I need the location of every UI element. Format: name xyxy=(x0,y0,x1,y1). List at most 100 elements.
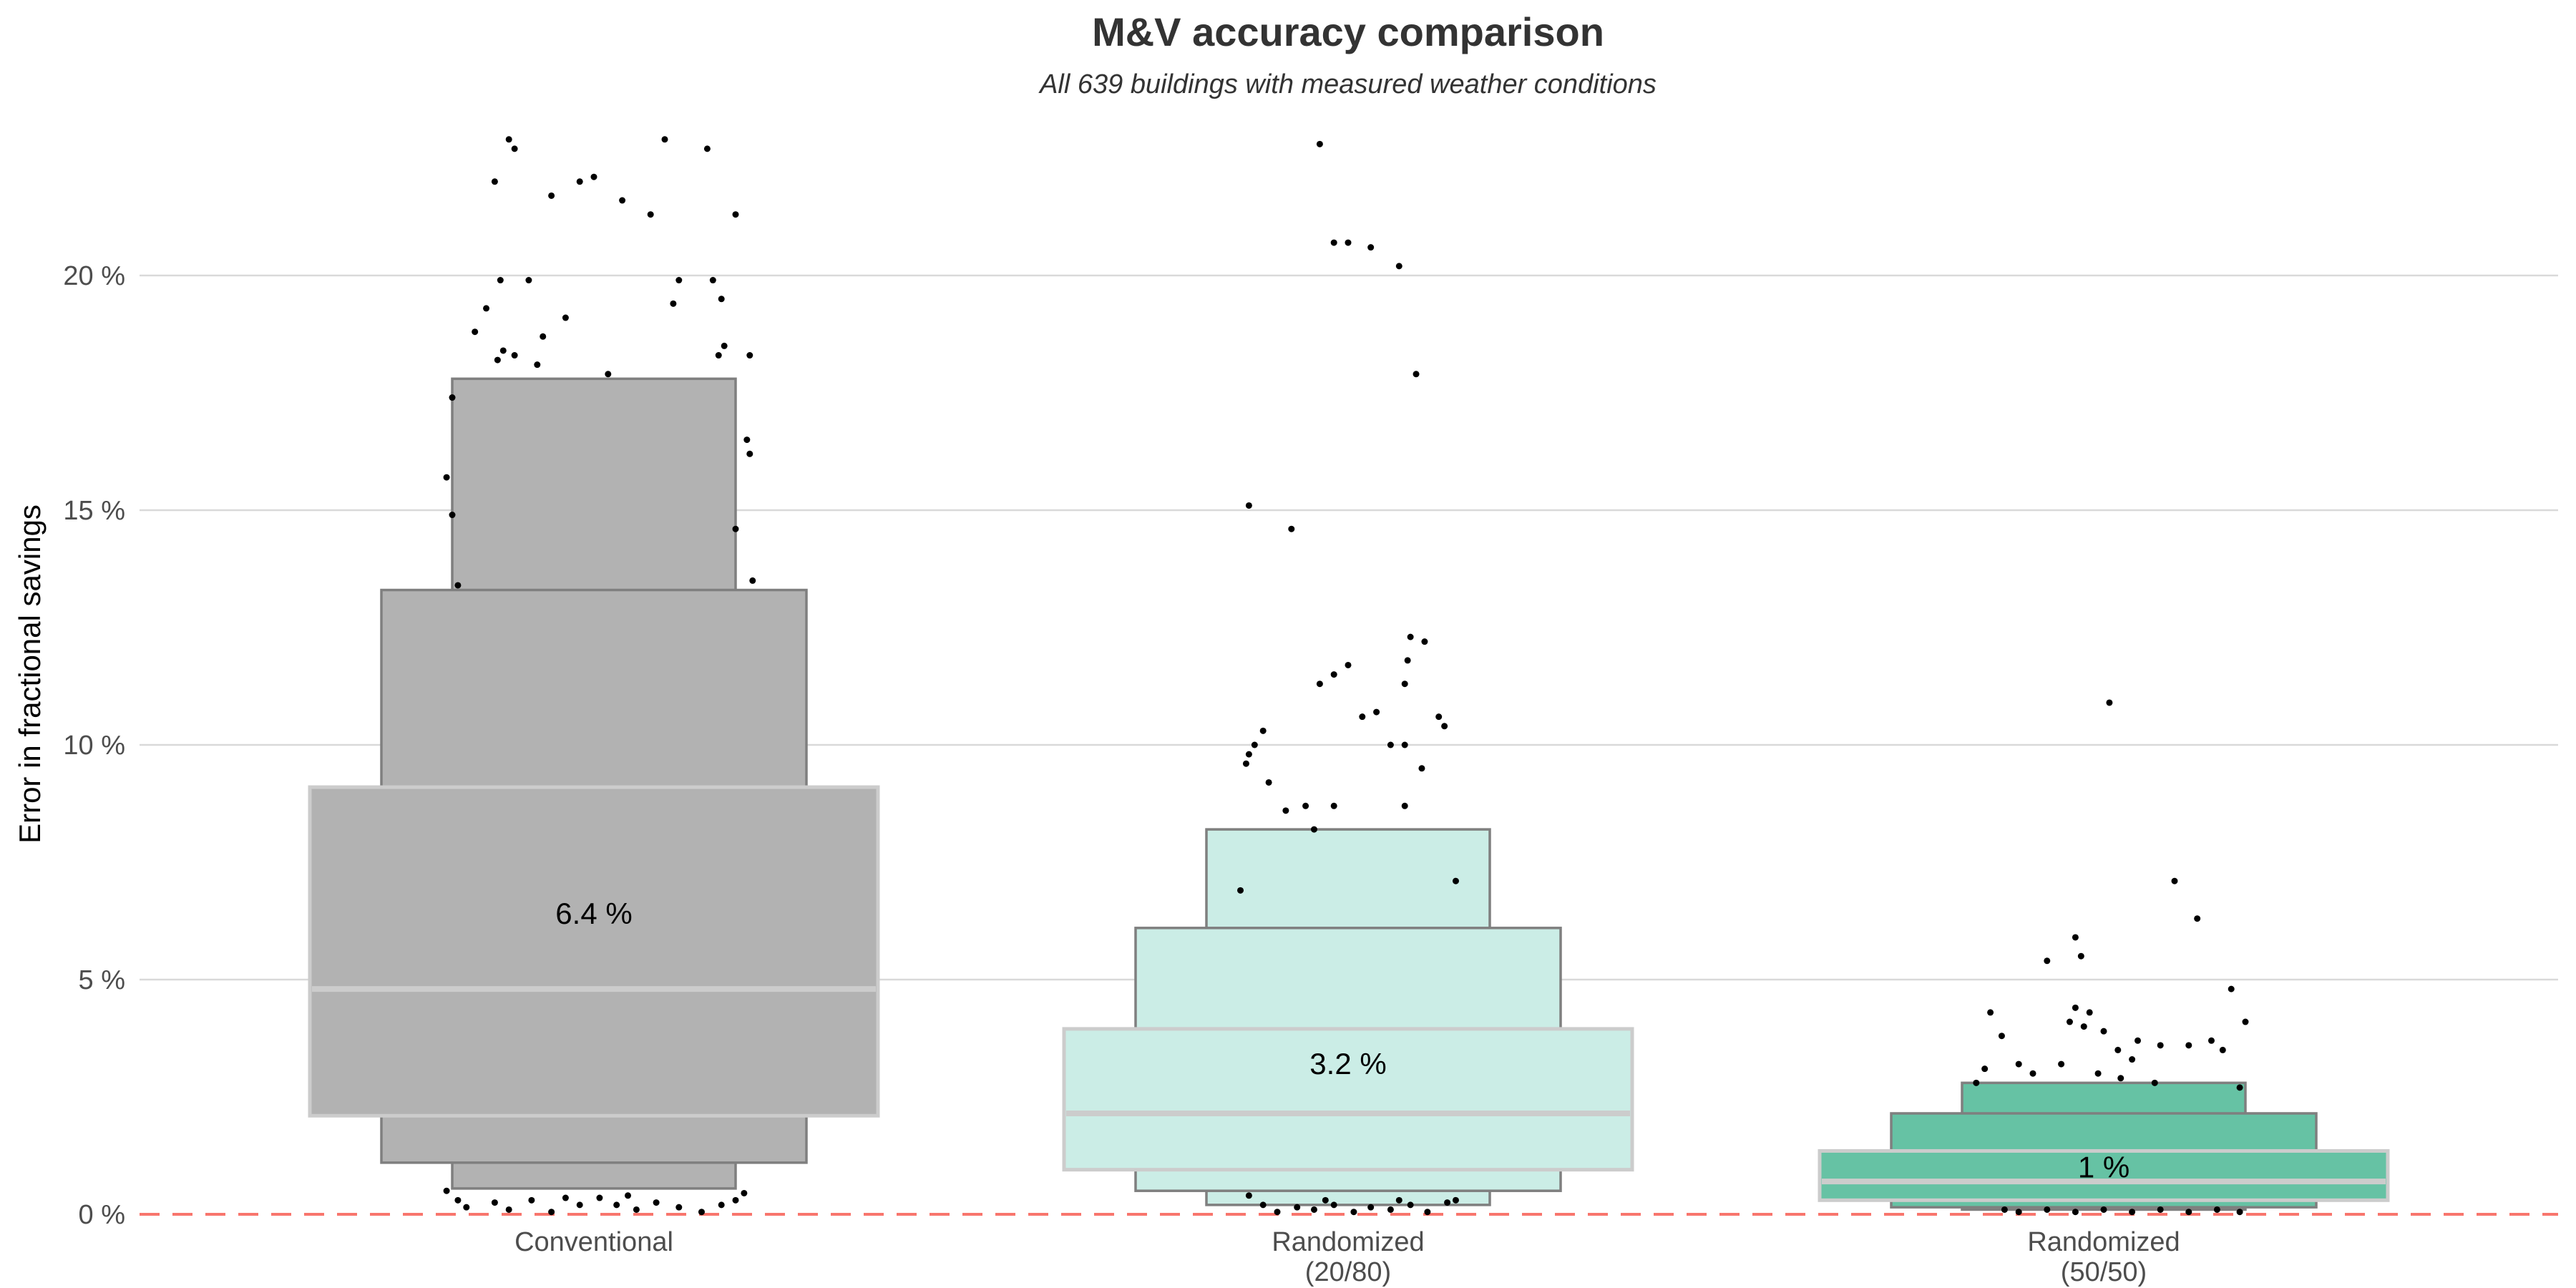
y-tick-label: 5 % xyxy=(79,965,125,995)
outlier-point xyxy=(1330,802,1337,809)
outlier-point xyxy=(2100,1028,2107,1035)
outlier-point xyxy=(1330,671,1337,678)
outlier-point xyxy=(1452,1196,1459,1204)
outlier-point xyxy=(709,277,716,284)
outlier-point xyxy=(499,347,507,354)
outlier-point xyxy=(1395,1196,1402,1204)
outlier-point xyxy=(721,342,728,349)
chart-title: M&V accuracy comparison xyxy=(1092,9,1604,54)
x-tick-label: (50/50) xyxy=(2061,1257,2147,1287)
outlier-point xyxy=(2157,1042,2164,1049)
outlier-point xyxy=(1441,723,1448,730)
outlier-point xyxy=(1395,263,1402,270)
outlier-point xyxy=(1259,1201,1267,1209)
outlier-point xyxy=(483,305,490,312)
outlier-point xyxy=(732,1196,739,1204)
outlier-point xyxy=(2077,952,2084,960)
chart-subtitle: All 639 buildings with measured weather … xyxy=(1038,69,1657,99)
outlier-point xyxy=(718,296,725,303)
outlier-point xyxy=(443,1187,450,1194)
outlier-point xyxy=(528,1196,535,1204)
outlier-point xyxy=(732,211,739,218)
outlier-point xyxy=(1987,1009,1994,1016)
outlier-point xyxy=(1345,239,1352,246)
outlier-point xyxy=(2106,699,2113,706)
outlier-point xyxy=(1367,244,1375,251)
outlier-point xyxy=(625,1192,632,1199)
outlier-point xyxy=(2044,957,2051,965)
outlier-point xyxy=(1444,1199,1451,1206)
outlier-point xyxy=(454,1196,462,1204)
letter-value-boxes xyxy=(308,377,2390,1211)
outlier-point xyxy=(511,145,518,152)
outlier-point xyxy=(647,211,654,218)
outlier-point xyxy=(2228,985,2235,992)
outlier-point xyxy=(2117,1075,2124,1082)
outlier-point xyxy=(746,450,753,457)
outlier-point xyxy=(511,352,518,359)
outlier-point xyxy=(1316,140,1323,147)
mean-label: 1 % xyxy=(2078,1150,2129,1184)
outlier-point xyxy=(2194,915,2201,922)
outlier-point xyxy=(548,1209,555,1216)
x-tick-label: Randomized xyxy=(1272,1227,1424,1257)
outlier-point xyxy=(2001,1206,2008,1213)
outlier-point xyxy=(2157,1206,2164,1213)
outlier-point xyxy=(1294,1204,1301,1211)
outlier-point xyxy=(1421,638,1428,645)
outlier-point xyxy=(1245,1192,1252,1199)
outlier-point xyxy=(1245,502,1252,509)
outlier-point xyxy=(1282,807,1289,814)
outlier-point xyxy=(1424,1209,1431,1216)
y-tick-label: 0 % xyxy=(79,1200,125,1230)
outlier-point xyxy=(2129,1056,2136,1063)
outlier-point xyxy=(613,1201,620,1209)
mean-labels: 6.4 % 3.2 % 1 % xyxy=(555,897,2129,1184)
median-lines xyxy=(312,986,2386,1185)
outlier-point xyxy=(1330,239,1337,246)
outlier-point xyxy=(525,277,532,284)
outlier-point xyxy=(619,197,626,204)
outlier-point xyxy=(1242,760,1249,767)
outlier-point xyxy=(1387,1206,1394,1213)
outlier-point xyxy=(2094,1070,2102,1077)
outlier-point xyxy=(1401,680,1408,688)
outlier-point xyxy=(2242,1018,2249,1025)
outlier-point xyxy=(463,1204,470,1211)
outlier-point xyxy=(2171,877,2178,884)
outlier-point xyxy=(548,192,555,199)
y-tick-label: 15 % xyxy=(63,496,125,526)
outlier-point xyxy=(1367,1204,1375,1211)
outlier-point xyxy=(2080,1023,2087,1030)
x-tick-labels: Conventional Randomized(20/80)Randomized(… xyxy=(514,1227,2180,1287)
outlier-point xyxy=(2185,1042,2192,1049)
outlier-point xyxy=(596,1194,603,1201)
outlier-point xyxy=(1310,826,1317,833)
outlier-point xyxy=(1435,713,1443,721)
outlier-point xyxy=(1302,802,1309,809)
mean-label: 3.2 % xyxy=(1309,1047,1386,1080)
median-box xyxy=(1818,1148,2390,1202)
outlier-point xyxy=(675,277,683,284)
outlier-point xyxy=(1322,1196,1329,1204)
outlier-point xyxy=(749,577,756,584)
outlier-point xyxy=(2219,1046,2226,1053)
outlier-point xyxy=(1359,713,1366,721)
outlier-point xyxy=(1407,1201,1414,1209)
outlier-point xyxy=(698,1209,705,1216)
outlier-point xyxy=(2072,1004,2079,1011)
outlier-point xyxy=(505,136,512,143)
outlier-point xyxy=(2129,1209,2136,1216)
outlier-point xyxy=(2029,1070,2036,1077)
outlier-point xyxy=(746,352,753,359)
outlier-point xyxy=(1407,633,1414,640)
outlier-point xyxy=(2114,1046,2122,1053)
outlier-points xyxy=(443,136,2249,1216)
outlier-point xyxy=(449,394,456,401)
outlier-point xyxy=(675,1204,683,1211)
outlier-point xyxy=(2207,1037,2215,1044)
outlier-point xyxy=(534,361,541,369)
outlier-point xyxy=(2058,1060,2065,1068)
x-tick-label: Conventional xyxy=(514,1227,673,1257)
